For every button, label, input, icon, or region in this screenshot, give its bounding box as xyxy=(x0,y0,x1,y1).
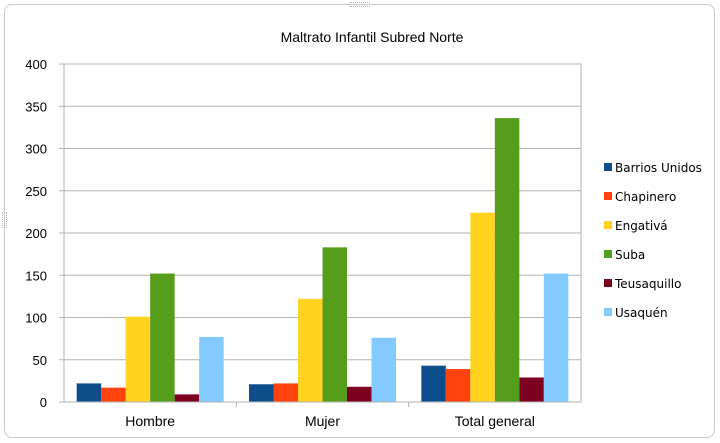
y-tick-label: 400 xyxy=(25,57,47,72)
y-tick-label: 250 xyxy=(25,184,47,199)
y-tick-label: 0 xyxy=(40,395,47,410)
y-tick-label: 200 xyxy=(25,226,47,241)
resize-handle-top[interactable] xyxy=(350,2,370,7)
chart-frame[interactable] xyxy=(4,4,715,438)
legend-label: Teusaquillo xyxy=(614,277,681,291)
chart-title: Maltrato Infantil Subred Norte xyxy=(281,29,464,45)
bar xyxy=(174,394,200,402)
y-tick-label: 50 xyxy=(33,353,47,368)
legend-swatch xyxy=(604,250,612,258)
x-tick-label: Total general xyxy=(455,413,535,429)
legend-label: Usaquén xyxy=(615,306,668,320)
bar xyxy=(371,337,396,402)
legend-label: Suba xyxy=(615,248,645,262)
bar xyxy=(76,383,102,402)
legend-swatch xyxy=(604,163,612,171)
bar xyxy=(494,118,520,402)
bar xyxy=(101,387,126,402)
y-axis-ticks: 0 50 100 150 200 250 300 350 400 xyxy=(25,57,64,410)
bars xyxy=(76,118,569,402)
bar xyxy=(347,386,372,402)
legend-swatch xyxy=(604,308,612,316)
legend-swatch xyxy=(604,279,612,287)
bar xyxy=(298,298,323,402)
bar xyxy=(421,365,446,402)
legend: Barrios Unidos Chapinero Engativá Suba Teusa… xyxy=(604,161,702,320)
x-tick-label: Hombre xyxy=(125,413,175,429)
legend-label: Engativá xyxy=(615,219,668,233)
x-axis-labels: Hombre Mujer Total general xyxy=(125,413,535,429)
bar xyxy=(125,316,151,402)
legend-swatch xyxy=(604,221,612,229)
legend-swatch xyxy=(604,192,612,200)
bar xyxy=(519,377,544,402)
bar xyxy=(445,369,471,402)
y-tick-label: 300 xyxy=(25,142,47,157)
bar xyxy=(543,273,569,402)
axes xyxy=(63,63,582,407)
bar xyxy=(322,247,347,402)
y-tick-label: 350 xyxy=(25,99,47,114)
bar xyxy=(470,212,495,402)
y-tick-label: 150 xyxy=(25,268,47,283)
legend-label: Chapinero xyxy=(615,190,676,204)
bar xyxy=(249,384,274,402)
legend-label: Barrios Unidos xyxy=(615,161,702,175)
bar xyxy=(273,383,298,402)
bar xyxy=(199,336,224,402)
y-tick-label: 100 xyxy=(25,311,47,326)
resize-handle-left[interactable] xyxy=(2,212,7,228)
bar xyxy=(150,273,175,402)
x-tick-label: Mujer xyxy=(305,413,340,429)
